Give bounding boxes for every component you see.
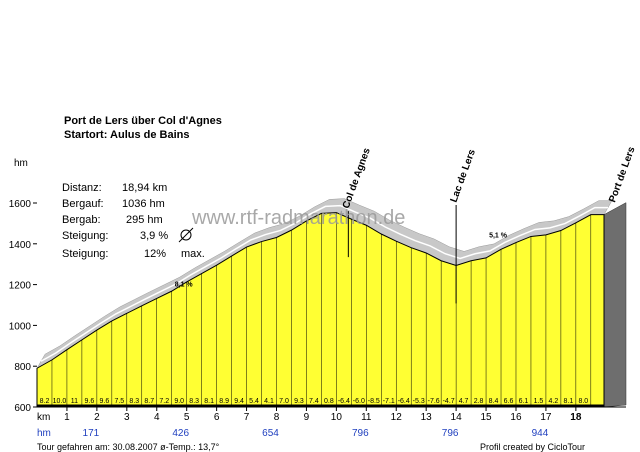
segment-gradient-label: 8.0 — [578, 398, 588, 405]
pass-label: Port de Lers — [607, 145, 637, 204]
x-tick-label: 7 — [244, 412, 250, 423]
segment-gradient-label: 8.7 — [144, 398, 154, 405]
segment-gradient-label: -8.5 — [368, 398, 380, 405]
segment-gradient-label: 7.2 — [159, 398, 169, 405]
hm-cumulative-label: 944 — [532, 428, 549, 439]
hm-cumulative-label: 654 — [262, 428, 279, 439]
x-tick-label: 13 — [421, 412, 433, 423]
segment-gradient-label: 7.5 — [114, 398, 124, 405]
x-axis-km-label: km — [37, 412, 50, 423]
segment-gradient-label: 8.3 — [189, 398, 199, 405]
x-tick-label: 2 — [94, 412, 100, 423]
segment-gradient-label: 8.9 — [219, 398, 229, 405]
segment-gradient-label: 4.2 — [549, 398, 559, 405]
chart-subtitle: Startort: Aulus de Bains — [64, 129, 190, 141]
segment-gradient-label: 4.1 — [264, 398, 274, 405]
y-axis-unit: hm — [14, 158, 28, 169]
segment-gradient-label: 0.8 — [324, 398, 334, 405]
stat-max-gradient-label: Steigung: — [62, 248, 108, 260]
segment-gradient-label: 7.4 — [309, 398, 319, 405]
x-tick-label: 11 — [361, 412, 372, 423]
profile-area — [36, 212, 605, 408]
segment-gradient-label: -6.4 — [398, 398, 410, 405]
segment-gradient-label: 8.2 — [40, 398, 50, 405]
y-tick-label: 800 — [14, 362, 31, 373]
x-tick-label: 1 — [64, 412, 70, 423]
stat-descent-label: Bergab: — [62, 214, 101, 226]
pass-label: Col de Agnes — [341, 146, 373, 210]
x-tick-label: 8 — [274, 412, 280, 423]
segment-gradient-label: -4.7 — [443, 398, 455, 405]
chart-title: Port de Lers über Col d'Agnes — [64, 115, 222, 127]
segment-gradient-label: 6.6 — [504, 398, 514, 405]
segment-gradient-label: 9.6 — [99, 398, 109, 405]
y-tick-label: 600 — [14, 403, 31, 414]
segment-gradient-label: 8.4 — [489, 398, 499, 405]
x-tick-label: 5 — [184, 412, 190, 423]
segment-gradient-label: 8.1 — [564, 398, 574, 405]
segment-gradient-label: 8.1 — [204, 398, 214, 405]
profile-side-face — [603, 202, 627, 408]
stat-ascent-label: Bergauf: — [62, 198, 104, 210]
x-tick-label: 4 — [154, 412, 160, 423]
segment-gradient-label: 1.5 — [534, 398, 544, 405]
stat-max-gradient-suffix: max. — [181, 248, 205, 260]
y-tick-label: 1400 — [9, 240, 32, 251]
x-tick-label: 14 — [451, 412, 463, 423]
hm-cumulative-label: 426 — [172, 428, 189, 439]
segment-gradient-label: 9.4 — [234, 398, 244, 405]
hm-cumulative-label: 796 — [442, 428, 459, 439]
segment-gradient-label: 11 — [71, 398, 78, 405]
y-tick-label: 1000 — [9, 321, 32, 332]
x-tick-label: 18 — [570, 412, 582, 423]
x-tick-label: 10 — [331, 412, 343, 423]
x-tick-label: 9 — [304, 412, 310, 423]
stats-box: Distanz: 18,94 km Bergauf: 1036 hm Berga… — [62, 182, 205, 260]
profile-ridge-line — [40, 204, 608, 362]
segment-gradient-label: 2.8 — [474, 398, 484, 405]
average-icon — [178, 227, 194, 243]
x-tick-label: 3 — [124, 412, 130, 423]
stat-avg-gradient-value: 3,9 % — [140, 230, 168, 242]
segment-gradient-label: -5.3 — [413, 398, 425, 405]
segment-gradient-label: 6.1 — [519, 398, 529, 405]
y-tick-label: 1200 — [9, 281, 32, 292]
stat-avg-gradient-label: Steigung: — [62, 230, 108, 242]
segment-gradient-label: -7.1 — [383, 398, 395, 405]
stat-max-gradient-value: 12% — [144, 248, 166, 260]
y-tick-label: 1600 — [9, 199, 32, 210]
segment-gradient-label: 4.7 — [459, 398, 469, 405]
credit-text: Profil created by CicloTour — [480, 442, 585, 452]
stat-ascent-value: 1036 hm — [122, 198, 165, 210]
segment-gradient-label: 5.4 — [249, 398, 259, 405]
segment-gradient-label: -6.0 — [353, 398, 365, 405]
hm-cumulative-label: 796 — [352, 428, 369, 439]
segment-gradient-label: -7.6 — [428, 398, 440, 405]
segment-gradient-label: 9.6 — [85, 398, 95, 405]
stat-distance-value: 18,94 km — [122, 182, 167, 194]
x-tick-label: 16 — [510, 412, 522, 423]
segment-gradient-label: 10.0 — [53, 398, 67, 405]
stat-distance-label: Distanz: — [62, 182, 102, 194]
x-tick-label: 15 — [480, 412, 492, 423]
hm-cumulative-label: 171 — [83, 428, 100, 439]
segment-gradient-label: -6.4 — [338, 398, 350, 405]
segment-gradient-label: 8.3 — [129, 398, 139, 405]
segment-gradient-label: 9.3 — [294, 398, 304, 405]
pass-label: Lac de Lers — [449, 148, 478, 204]
segment-gradient-label: 9.0 — [174, 398, 184, 405]
segment-gradient-label: 7.0 — [279, 398, 289, 405]
x-tick-label: 17 — [540, 412, 552, 423]
gradient-annotation: 5,1 % — [489, 233, 508, 240]
watermark: www.rtf-radmarathon.de — [191, 207, 405, 229]
x-tick-label: 6 — [214, 412, 220, 423]
x-axis-hm-label: hm — [37, 428, 51, 439]
stat-descent-value: 295 hm — [126, 214, 163, 226]
x-tick-label: 12 — [391, 412, 403, 423]
tour-date-text: Tour gefahren am: 30.08.2007 ø-Temp.: 13… — [37, 442, 220, 452]
gradient-annotation: 8,1 % — [175, 282, 194, 289]
